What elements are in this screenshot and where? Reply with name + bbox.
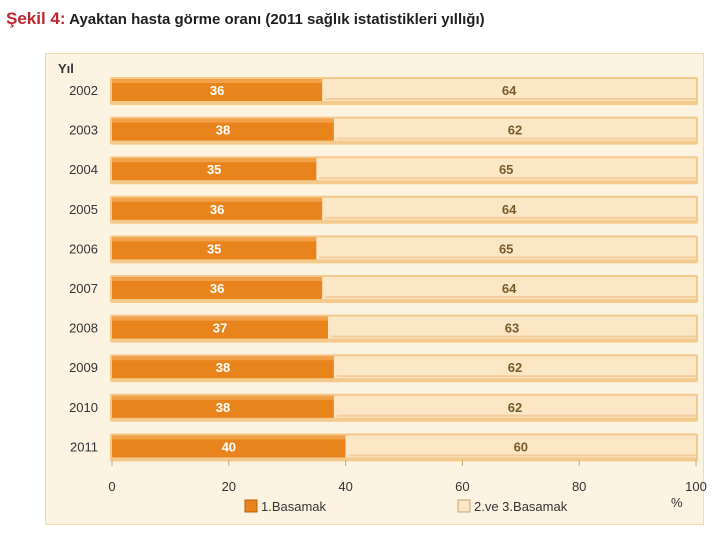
- legend-swatch-1-basamak: [244, 499, 258, 513]
- bar-segment-shadow: [325, 296, 696, 298]
- bar-segment-highlight: [112, 237, 317, 242]
- y-tick-label: 2009: [69, 360, 98, 375]
- x-tick-label: 80: [572, 479, 586, 494]
- bar-segment-2-3-basamak: [322, 79, 696, 101]
- data-label-1-basamak: 35: [207, 162, 221, 177]
- bar-segment-shadow: [319, 256, 696, 259]
- bar-segment-highlight: [112, 356, 334, 361]
- figure-title: Şekil 4: Ayaktan hasta görme oranı (2011…: [6, 9, 485, 29]
- bar-segment-shadow: [348, 454, 696, 457]
- x-tick-label: 20: [222, 479, 236, 494]
- bar-segment-2-3-basamak: [316, 237, 696, 260]
- bar-segment-highlight: [112, 277, 323, 281]
- data-label-2-3-basamak: 60: [514, 439, 528, 454]
- data-label-1-basamak: 35: [207, 241, 221, 256]
- bar-segment-1-basamak: [112, 197, 323, 220]
- bar-segment-1-basamak: [112, 277, 323, 299]
- y-tick-label: 2005: [69, 202, 98, 217]
- bar-segment-shadow: [325, 98, 696, 100]
- y-tick-label: 2002: [69, 83, 98, 98]
- bar-segment-2-3-basamak: [333, 395, 696, 418]
- figure-caption: Ayaktan hasta görme oranı (2011 sağlık i…: [69, 11, 485, 28]
- data-label-2-3-basamak: 62: [508, 360, 522, 375]
- data-label-2-3-basamak: 64: [502, 281, 517, 296]
- legend-label-1-basamak: 1.Basamak: [261, 499, 327, 514]
- bar-segment-2-3-basamak: [322, 197, 696, 220]
- data-label-1-basamak: 36: [210, 202, 224, 217]
- bar-segment-1-basamak: [112, 395, 334, 418]
- bar-segment-2-3-basamak: [322, 277, 696, 299]
- bar-segment-highlight: [112, 316, 329, 321]
- bar-segment-2-3-basamak: [328, 316, 696, 339]
- bar-segment-1-basamak: [112, 237, 317, 260]
- bar-segment-shadow: [336, 137, 696, 140]
- data-label-1-basamak: 36: [210, 281, 224, 296]
- bar-segment-2-3-basamak: [345, 435, 696, 458]
- bar-segment-highlight: [112, 118, 334, 123]
- data-label-1-basamak: 37: [213, 321, 227, 336]
- bar-segment-shadow: [319, 177, 696, 180]
- data-label-1-basamak: 40: [222, 439, 236, 454]
- y-tick-label: 2004: [69, 162, 98, 177]
- data-label-1-basamak: 36: [210, 83, 224, 98]
- bar-segment-1-basamak: [112, 316, 329, 339]
- y-tick-label: 2006: [69, 241, 98, 256]
- bar-segment-2-3-basamak: [333, 118, 696, 141]
- bar-segment-2-3-basamak: [316, 158, 696, 181]
- data-label-1-basamak: 38: [216, 400, 230, 415]
- data-label-2-3-basamak: 64: [502, 202, 517, 217]
- x-tick-label: 40: [338, 479, 352, 494]
- data-label-2-3-basamak: 64: [502, 83, 517, 98]
- bar-segment-shadow: [325, 216, 696, 219]
- data-label-1-basamak: 38: [216, 360, 230, 375]
- y-tick-label: 2010: [69, 400, 98, 415]
- data-label-2-3-basamak: 65: [499, 241, 513, 256]
- figure-number: Şekil 4:: [6, 9, 66, 28]
- x-axis-unit: %: [671, 495, 683, 510]
- y-axis-title: Yıl: [58, 61, 74, 76]
- legend-label-2-3-basamak: 2.ve 3.Basamak: [474, 499, 568, 514]
- y-tick-label: 2011: [70, 439, 98, 454]
- bar-segment-highlight: [112, 79, 323, 83]
- bar-segment-shadow: [336, 375, 696, 378]
- x-tick-label: 60: [455, 479, 469, 494]
- legend-swatch-2-3-basamak: [457, 499, 471, 513]
- bar-segment-shadow: [331, 335, 696, 338]
- y-tick-label: 2003: [69, 123, 98, 138]
- x-tick-label: 100: [685, 479, 707, 494]
- data-label-2-3-basamak: 62: [508, 400, 522, 415]
- bar-segment-highlight: [112, 197, 323, 202]
- data-label-2-3-basamak: 65: [499, 162, 513, 177]
- bar-segment-1-basamak: [112, 356, 334, 379]
- bar-segment-2-3-basamak: [333, 356, 696, 379]
- bar-segment-1-basamak: [112, 79, 323, 101]
- data-label-2-3-basamak: 63: [505, 321, 519, 336]
- bar-segment-shadow: [336, 414, 696, 417]
- data-label-2-3-basamak: 62: [508, 123, 522, 138]
- bar-segment-highlight: [112, 158, 317, 163]
- y-tick-label: 2008: [69, 321, 98, 336]
- x-tick-label: 0: [108, 479, 115, 494]
- bar-segment-highlight: [112, 435, 346, 440]
- data-label-1-basamak: 38: [216, 123, 230, 138]
- y-tick-label: 2007: [69, 281, 98, 296]
- bar-segment-1-basamak: [112, 435, 346, 458]
- bar-segment-1-basamak: [112, 118, 334, 141]
- bar-segment-highlight: [112, 395, 334, 400]
- bar-segment-1-basamak: [112, 158, 317, 181]
